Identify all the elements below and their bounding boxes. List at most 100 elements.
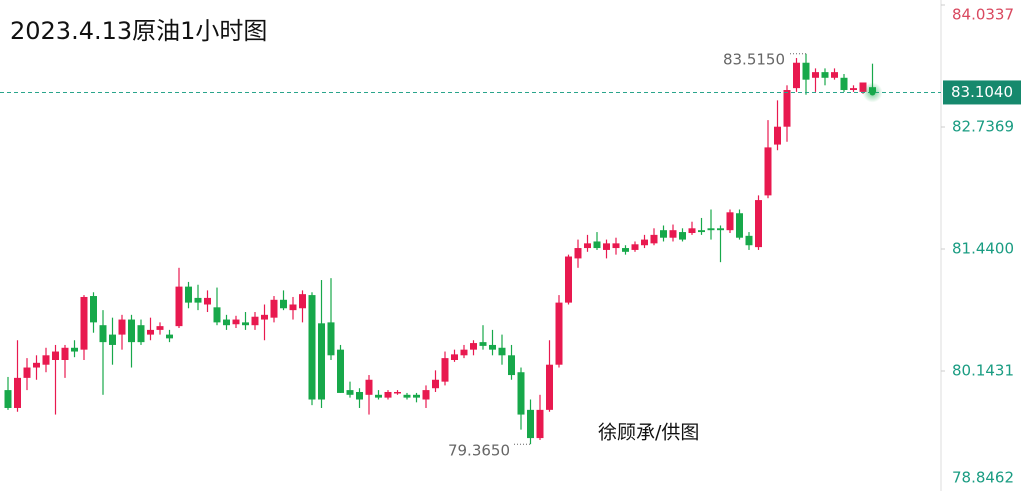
watermark: 徐顾承/供图 xyxy=(598,422,699,444)
candle-body xyxy=(337,349,344,393)
candle-body xyxy=(42,355,50,365)
candle-body xyxy=(717,228,724,231)
candle-body xyxy=(403,394,411,398)
candle-body xyxy=(71,347,78,352)
candle-body xyxy=(166,334,173,339)
candle-body xyxy=(270,299,278,318)
candle-body xyxy=(660,230,667,238)
high-label: 83.5150 xyxy=(723,50,785,68)
candle-body xyxy=(441,358,449,382)
candle-body xyxy=(517,372,525,415)
candle-body xyxy=(631,244,639,250)
candle-body xyxy=(356,391,363,400)
candle-body xyxy=(584,243,591,249)
candle-body xyxy=(242,322,249,326)
y-tick-label: 82.7369 xyxy=(952,117,1014,135)
candle-body xyxy=(821,72,829,78)
y-tick-label: 84.0337 xyxy=(952,6,1014,24)
last-price-box xyxy=(943,80,1021,105)
candle-body xyxy=(194,297,202,303)
candle-body xyxy=(774,126,781,145)
candle-body xyxy=(318,323,325,400)
candle-body xyxy=(565,256,572,303)
candle-body xyxy=(793,62,800,89)
candle-body xyxy=(612,243,620,249)
y-tick-label: 78.8462 xyxy=(952,469,1014,487)
candle-body xyxy=(745,235,753,246)
candle-body xyxy=(812,72,819,78)
candle-body xyxy=(764,147,772,196)
candle-body xyxy=(109,334,116,345)
candle-body xyxy=(14,377,21,408)
candle-body xyxy=(536,409,544,439)
candle-body xyxy=(460,349,468,356)
candle-body xyxy=(831,72,838,78)
candle-body xyxy=(137,325,145,343)
candle-body xyxy=(4,390,12,408)
candle-body xyxy=(375,394,382,398)
candle-body xyxy=(261,314,268,320)
candle-body xyxy=(23,367,31,378)
candle-body xyxy=(251,316,259,326)
candle-body xyxy=(147,329,154,335)
candle-body xyxy=(679,232,686,240)
candle-body xyxy=(232,319,240,325)
candle-body xyxy=(622,248,629,252)
candle-body xyxy=(603,243,610,250)
candle-body xyxy=(755,200,762,248)
candle-body xyxy=(128,319,135,343)
candle-body xyxy=(156,326,164,330)
candle-body xyxy=(327,322,335,356)
candle-body xyxy=(802,62,810,80)
candle-body xyxy=(498,347,506,356)
candle-body xyxy=(413,394,420,398)
candle-body xyxy=(641,239,648,246)
last-price-label: 83.1040 xyxy=(951,83,1013,101)
candle-body xyxy=(99,325,107,343)
candle-body xyxy=(451,354,458,361)
candle-body xyxy=(574,248,582,259)
candle-body xyxy=(90,296,97,323)
last-price-dot xyxy=(869,89,876,96)
candle-body xyxy=(650,234,658,244)
candle-body xyxy=(204,297,211,305)
candle-body xyxy=(185,286,192,303)
y-tick-label: 80.1431 xyxy=(952,361,1014,379)
candle-body xyxy=(783,90,791,127)
candle-body xyxy=(688,228,696,234)
candle-body xyxy=(118,319,126,335)
candle-body xyxy=(346,390,354,395)
candle-body xyxy=(698,230,705,233)
low-label: 79.3650 xyxy=(448,442,510,460)
candle-body xyxy=(726,212,734,231)
candle-body xyxy=(432,379,439,389)
candle-body xyxy=(33,362,40,368)
candle-body xyxy=(299,294,306,309)
candle-body xyxy=(840,77,848,91)
candle-body xyxy=(213,307,221,323)
candle-body xyxy=(850,88,857,91)
candle-body xyxy=(555,302,563,365)
candle-body xyxy=(470,343,477,350)
candle-body xyxy=(489,344,496,350)
candle-body xyxy=(175,286,183,327)
candle-body xyxy=(707,228,715,231)
candle-body xyxy=(479,342,487,346)
candle-body xyxy=(280,299,287,309)
candle-body xyxy=(80,296,88,350)
candle-body xyxy=(365,379,373,395)
candle-body xyxy=(736,213,743,238)
candle-body xyxy=(422,390,430,400)
candle-body xyxy=(289,304,297,311)
candle-body xyxy=(384,391,392,398)
candle-body xyxy=(508,355,515,376)
candle-body xyxy=(223,319,230,326)
candle-body xyxy=(308,295,316,400)
y-tick-label: 81.4400 xyxy=(952,239,1014,257)
candle-body xyxy=(546,364,553,410)
chart-title: 2023.4.13原油1小时图 xyxy=(10,17,267,45)
candle-body xyxy=(394,391,401,394)
candle-body xyxy=(61,347,69,361)
